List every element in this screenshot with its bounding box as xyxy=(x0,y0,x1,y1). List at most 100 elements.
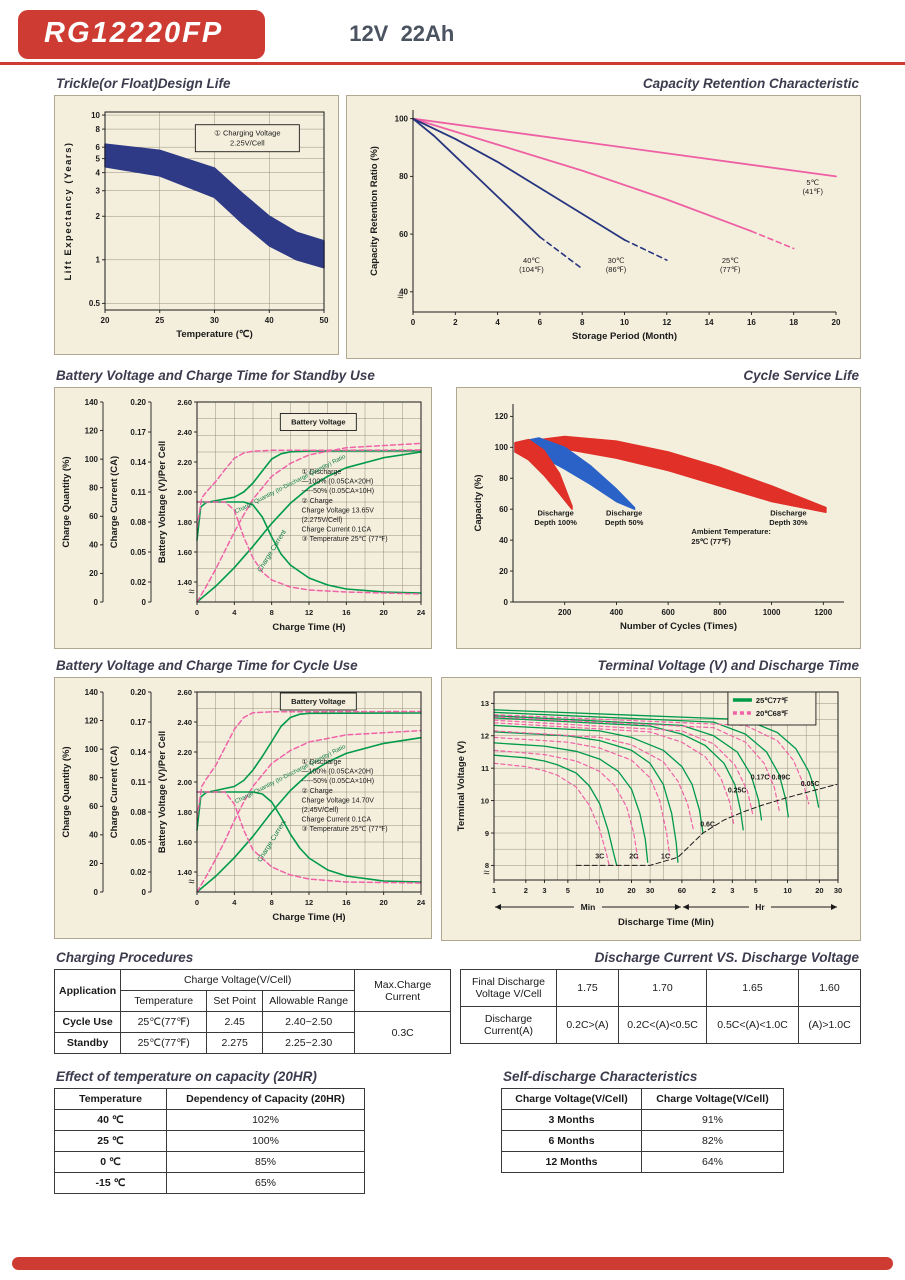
svg-text:140: 140 xyxy=(85,688,99,697)
svg-text:0.02: 0.02 xyxy=(130,578,146,587)
svg-text:② Charge: ② Charge xyxy=(302,787,333,795)
charging-header-max-current: Max.Charge Current xyxy=(354,969,452,1012)
charging-standby-range: 2.25~2.30 xyxy=(262,1032,356,1054)
svg-text:(2.45V/Cell): (2.45V/Cell) xyxy=(302,807,339,814)
svg-text:≈: ≈ xyxy=(397,291,403,303)
svg-text:80: 80 xyxy=(499,474,508,483)
svg-text:0.20: 0.20 xyxy=(130,688,146,697)
svg-text:2.60: 2.60 xyxy=(177,398,192,407)
svg-text:2: 2 xyxy=(524,886,528,895)
table-row: 12 Months 64% xyxy=(501,1151,784,1173)
cycle-use-charge-chart-box: 0 4 8 12 16 20 24 Charge Time (H) 1.40 1.60 1.80 2.… xyxy=(54,677,432,939)
svg-text:0.14: 0.14 xyxy=(130,748,146,757)
svg-text:1000: 1000 xyxy=(763,608,781,617)
svg-text:20: 20 xyxy=(499,567,508,576)
svg-text:0.25C: 0.25C xyxy=(728,787,747,794)
discharge-current-2: 0.2C<(A)<0.5C xyxy=(618,1006,707,1044)
battery-rating: 12V 22Ah xyxy=(349,21,455,46)
svg-text:2.40: 2.40 xyxy=(177,428,192,437)
svg-text:1.80: 1.80 xyxy=(177,808,192,817)
svg-text:① Discharge: ① Discharge xyxy=(302,758,342,766)
trickle-design-life-chart-box: 20 25 30 40 50 Temperature (℃) 0.5 1 2 3 4 5 6 8 10 Lif… xyxy=(54,95,339,355)
row-2: Battery Voltage and Charge Time for Stan… xyxy=(54,359,861,649)
svg-text:-----50% (0.05CA×10H): -----50% (0.05CA×10H) xyxy=(302,778,375,785)
svg-text:0.05: 0.05 xyxy=(130,548,146,557)
svg-text:Charge Quantity (%): Charge Quantity (%) xyxy=(61,456,72,547)
svg-text:(41℉): (41℉) xyxy=(802,187,823,196)
svg-text:1: 1 xyxy=(492,886,496,895)
svg-text:≈: ≈ xyxy=(483,867,489,879)
svg-text:Battery Voltage: Battery Voltage xyxy=(291,418,345,427)
charging-cycle-use-range: 2.40~2.50 xyxy=(262,1011,356,1033)
chart-title-cycle-service-life: Cycle Service Life xyxy=(743,368,859,383)
svg-text:1: 1 xyxy=(96,256,101,265)
discharge-final-voltage-label: Final Discharge Voltage V/Cell xyxy=(460,969,557,1007)
svg-text:2.40: 2.40 xyxy=(177,718,192,727)
self-row-6months-label: 6 Months xyxy=(501,1130,642,1152)
svg-text:0.14: 0.14 xyxy=(130,458,146,467)
svg-text:40: 40 xyxy=(265,316,274,325)
svg-text:0.17C: 0.17C xyxy=(751,775,770,782)
svg-text:0: 0 xyxy=(195,608,199,617)
svg-text:Number of Cycles (Times): Number of Cycles (Times) xyxy=(620,621,737,632)
svg-text:Capacity Retention Ratio (%): Capacity Retention Ratio (%) xyxy=(369,146,380,276)
svg-text:60: 60 xyxy=(89,512,98,521)
datasheet-body: Trickle(or Float)Design Life 20 25 30 40 50 T… xyxy=(0,67,905,1194)
svg-text:1.60: 1.60 xyxy=(177,548,192,557)
svg-text:100: 100 xyxy=(495,443,509,452)
svg-text:5: 5 xyxy=(754,886,758,895)
self-header-right: Charge Voltage(V/Cell) xyxy=(641,1088,784,1110)
svg-text:400: 400 xyxy=(610,608,624,617)
svg-text:9: 9 xyxy=(485,829,489,838)
svg-text:6: 6 xyxy=(538,318,543,327)
svg-text:0: 0 xyxy=(142,888,147,897)
svg-text:0.17: 0.17 xyxy=(130,718,146,727)
self-row-6months-value: 82% xyxy=(641,1130,784,1152)
temp-row-0-value: 85% xyxy=(166,1151,365,1173)
chart-title-cycle-use-charge: Battery Voltage and Charge Time for Cycl… xyxy=(56,658,358,673)
temp-row-25-label: 25 ℃ xyxy=(54,1130,167,1152)
charging-procedures-section: Charging Procedures Application Charge V… xyxy=(53,941,452,1054)
svg-text:5: 5 xyxy=(566,886,570,895)
svg-text:Depth 50%: Depth 50% xyxy=(605,518,644,527)
temp-row-25-value: 100% xyxy=(166,1130,365,1152)
table-row: -15 ℃ 65% xyxy=(54,1172,365,1194)
charging-cycle-use-label: Cycle Use xyxy=(53,1011,122,1033)
svg-text:Ambient Temperature:: Ambient Temperature: xyxy=(691,527,770,536)
svg-text:0: 0 xyxy=(94,888,99,897)
svg-text:0.09C: 0.09C xyxy=(772,775,791,782)
svg-text:120: 120 xyxy=(85,426,99,435)
svg-text:4: 4 xyxy=(232,898,237,907)
svg-text:—100% (0.05CA×20H): —100% (0.05CA×20H) xyxy=(302,479,374,486)
discharge-current-4: (A)>1.0C xyxy=(798,1006,861,1044)
terminal-voltage-chart-box: 1 2 3 5 10 20 30 60 2 3 5 10 20 30 Discharge Time (Min… xyxy=(441,677,861,941)
standby-charge-section: Battery Voltage and Charge Time for Stan… xyxy=(54,359,432,649)
temperature-effect-section: Effect of temperature on capacity (20HR)… xyxy=(54,1060,384,1194)
svg-text:40: 40 xyxy=(499,536,508,545)
svg-text:1C: 1C xyxy=(661,853,670,860)
charging-header-allowable-range: Allowable Range xyxy=(262,990,356,1012)
discharge-voltage-3: 1.65 xyxy=(706,969,799,1007)
svg-text:(86℉): (86℉) xyxy=(606,265,627,274)
capacity-retention-section: Capacity Retention Characteristic 0 2 4 6 8 1… xyxy=(346,67,861,359)
svg-text:8: 8 xyxy=(580,318,585,327)
svg-text:8: 8 xyxy=(96,125,101,134)
svg-text:2: 2 xyxy=(453,318,458,327)
svg-text:1.40: 1.40 xyxy=(177,578,192,587)
standby-charge-chart-box: 0 4 8 12 16 20 24 Charge Time (H) 1.40 1.60 1.80 2.… xyxy=(54,387,432,649)
svg-text:Lift Expectancy (Years): Lift Expectancy (Years) xyxy=(63,141,74,280)
svg-text:25℃ (77℉): 25℃ (77℉) xyxy=(691,537,731,546)
svg-text:Depth 100%: Depth 100% xyxy=(534,518,577,527)
trickle-design-life-section: Trickle(or Float)Design Life 20 25 30 40 50 T… xyxy=(54,67,339,355)
svg-text:25: 25 xyxy=(155,316,164,325)
self-row-3months-value: 91% xyxy=(641,1109,784,1131)
svg-text:0: 0 xyxy=(411,318,416,327)
temp-row-minus15-label: -15 ℃ xyxy=(54,1172,167,1194)
svg-text:80: 80 xyxy=(89,484,98,493)
svg-text:Battery Voltage (V)/Per Cell: Battery Voltage (V)/Per Cell xyxy=(157,441,168,563)
temp-row-40-value: 102% xyxy=(166,1109,365,1131)
page-header: RG12220FP 12V 22Ah xyxy=(0,0,905,59)
svg-text:1.40: 1.40 xyxy=(177,868,192,877)
svg-text:10: 10 xyxy=(481,796,489,805)
